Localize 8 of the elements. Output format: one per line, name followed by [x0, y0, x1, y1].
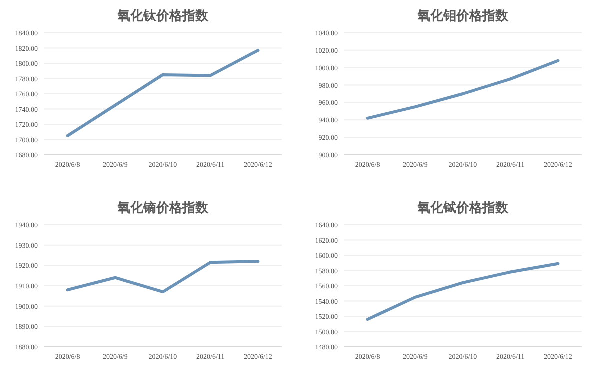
line-series: [66, 49, 260, 138]
chart-title: 氧化钛价格指数: [116, 9, 210, 24]
chart-title: 氧化铽价格指数: [416, 201, 510, 216]
chart-title: 氧化镝价格指数: [116, 200, 210, 216]
chart-title: 氧化钼价格指数: [416, 9, 510, 24]
line-series: [66, 260, 260, 294]
line-series: [366, 262, 560, 322]
line-series: [366, 59, 560, 120]
